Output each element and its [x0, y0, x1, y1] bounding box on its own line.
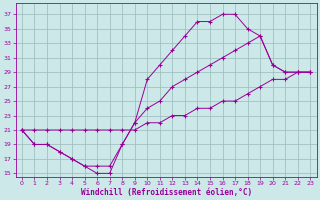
- X-axis label: Windchill (Refroidissement éolien,°C): Windchill (Refroidissement éolien,°C): [81, 188, 252, 197]
